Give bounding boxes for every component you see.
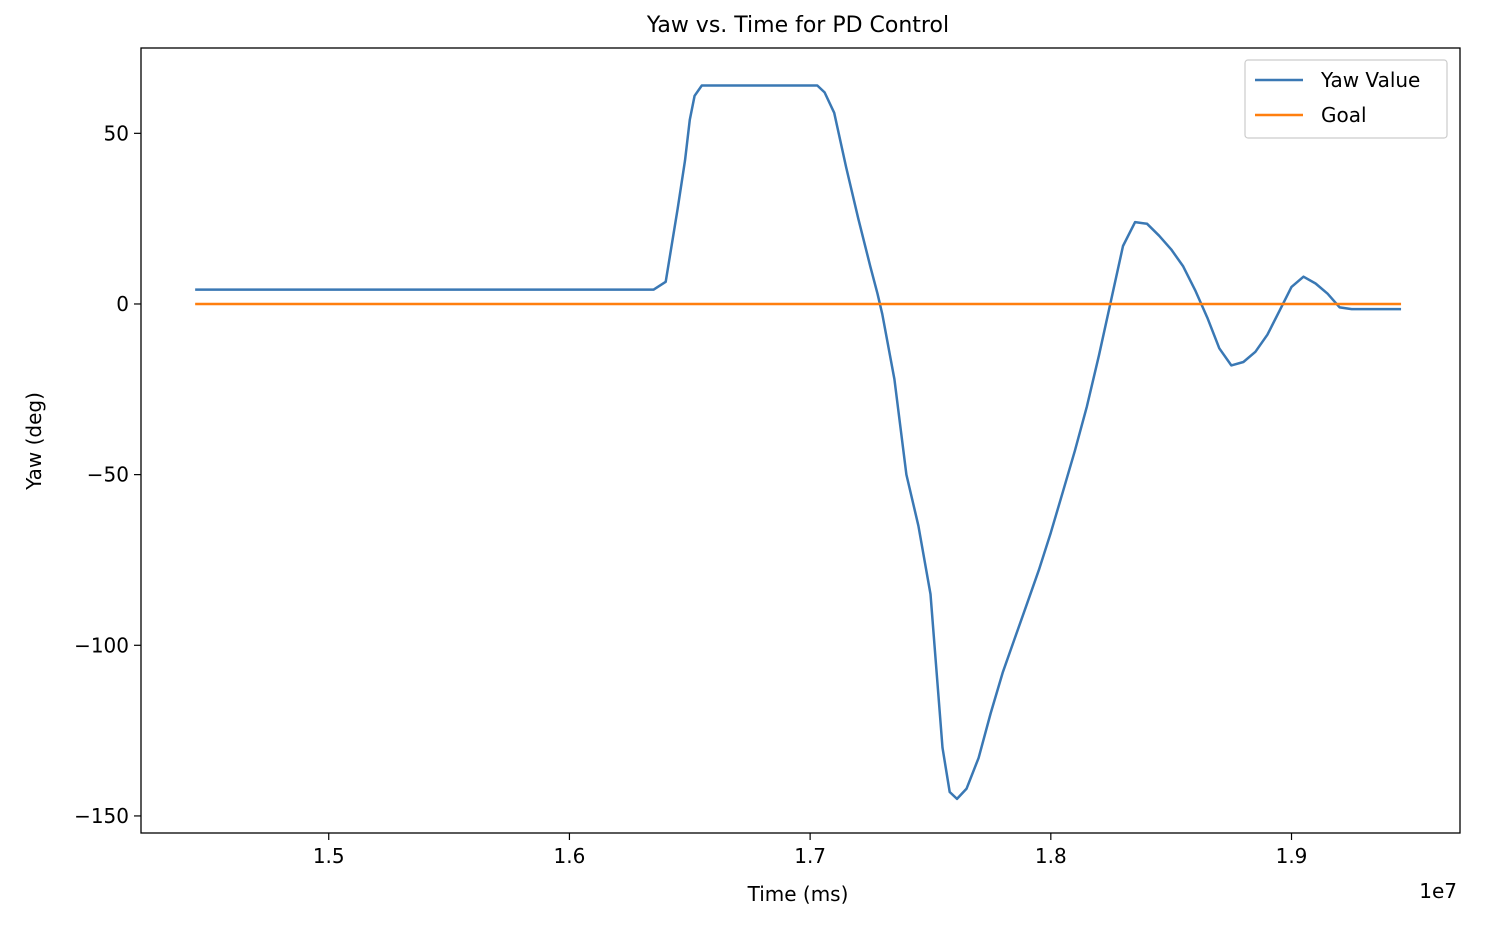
y-tick-label: −150	[74, 804, 129, 828]
x-axis-offset-label: 1e7	[1419, 879, 1457, 903]
series-line-yaw-value	[195, 84, 1402, 801]
x-tick-label: 1.9	[1276, 844, 1308, 868]
y-tick-label: −50	[87, 463, 129, 487]
legend-label-yaw-value: Yaw Value	[1320, 68, 1420, 92]
chart-title: Yaw vs. Time for PD Control	[646, 13, 949, 38]
plot-area	[195, 84, 1402, 801]
x-tick-label: 1.6	[554, 844, 586, 868]
axes: 1.5 1.6 1.7 1.8 1.9 50 0 −50 −100 −150	[74, 47, 1461, 868]
x-tick-label: 1.7	[794, 844, 826, 868]
x-tick-label: 1.5	[313, 844, 345, 868]
legend-label-goal: Goal	[1321, 103, 1367, 127]
y-tick-label: −100	[74, 633, 129, 657]
y-tick-label: 50	[104, 121, 129, 145]
x-tick-label: 1.8	[1035, 844, 1067, 868]
plot-frame	[140, 47, 1461, 834]
legend: Yaw Value Goal	[1244, 59, 1448, 139]
x-axis-label: Time (ms)	[747, 882, 849, 906]
y-tick-label: 0	[116, 292, 129, 316]
y-axis-label: Yaw (deg)	[22, 392, 46, 491]
